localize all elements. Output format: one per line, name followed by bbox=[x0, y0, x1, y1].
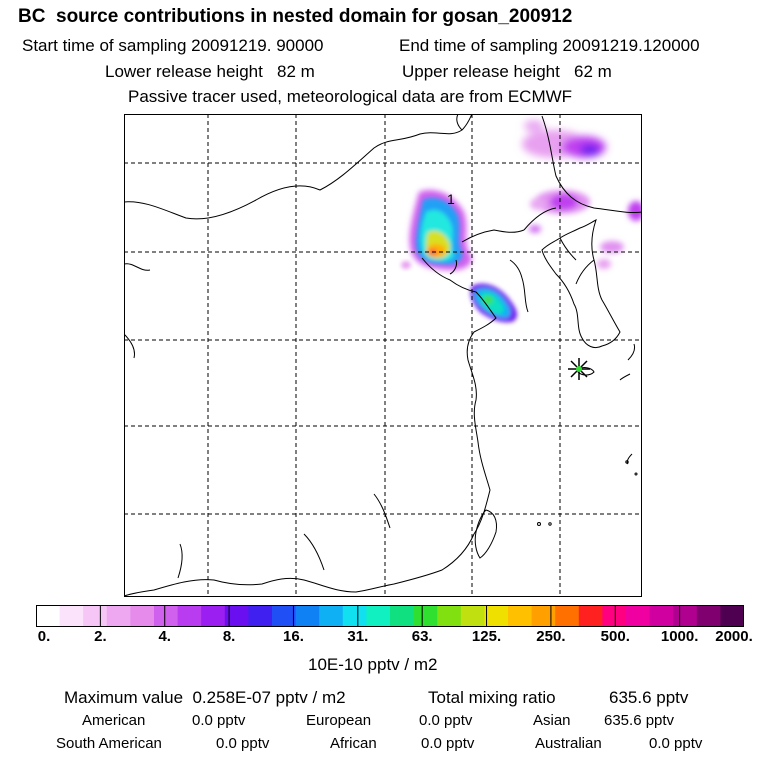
lat-lon-grid bbox=[124, 114, 642, 597]
colorbar-cell bbox=[390, 605, 415, 627]
colorbar-cell bbox=[413, 605, 438, 627]
colorbar-tick-label: 63. bbox=[411, 628, 433, 645]
plume-manchuria bbox=[529, 190, 642, 269]
colorbar-tick-label: 8. bbox=[222, 628, 236, 645]
colorbar-cell bbox=[626, 605, 651, 627]
chart-title: BC source contributions in nested domain… bbox=[18, 6, 573, 27]
south-american-value: 0.0 pptv bbox=[216, 735, 270, 752]
coastlines bbox=[124, 114, 642, 597]
colorbar-cell bbox=[272, 605, 297, 627]
colorbar-svg bbox=[35, 605, 745, 627]
map-svg: 1 bbox=[124, 114, 642, 597]
colorbar-cell bbox=[555, 605, 580, 627]
colorbar-cell bbox=[578, 605, 603, 627]
colorbar-cell bbox=[59, 605, 84, 627]
plume-shandong bbox=[470, 283, 518, 323]
colorbar-cell bbox=[508, 605, 533, 627]
colorbar-cell bbox=[201, 605, 226, 627]
colorbar-cell bbox=[130, 605, 155, 627]
colorbar-cell bbox=[295, 605, 320, 627]
colorbar-cell bbox=[531, 605, 556, 627]
colorbar-cell bbox=[248, 605, 273, 627]
plume-north-korea-top bbox=[522, 120, 606, 158]
end-time-label: End time of sampling 20091219.120000 bbox=[399, 36, 700, 55]
colorbar-tick-label: 2000. bbox=[715, 628, 753, 645]
colorbar-cell bbox=[36, 605, 61, 627]
contour-label: 1 bbox=[447, 191, 455, 207]
european-value: 0.0 pptv bbox=[419, 712, 473, 729]
colorbar-cell bbox=[224, 605, 249, 627]
colorbar-cell bbox=[720, 605, 745, 627]
colorbar-tick-label: 31. bbox=[347, 628, 369, 645]
islands bbox=[537, 460, 638, 526]
colorbar-cell bbox=[83, 605, 108, 627]
colorbar-cell bbox=[342, 605, 367, 627]
colorbar-tick-label: 2. bbox=[94, 628, 107, 645]
south-american-label: South American bbox=[56, 735, 162, 752]
total-mixing-ratio-value: 635.6 pptv bbox=[609, 688, 689, 707]
colorbar-tick-label: 500. bbox=[600, 628, 630, 645]
european-label: European bbox=[306, 712, 372, 729]
map-background bbox=[124, 114, 642, 597]
colorbar-cell bbox=[484, 605, 509, 627]
colorbar-cell bbox=[106, 605, 131, 627]
colorbar-tick-label: 250. bbox=[536, 628, 566, 645]
colorbar bbox=[35, 605, 745, 627]
lower-release-label: Lower release height 82 m bbox=[105, 62, 315, 81]
colorbar-cell bbox=[154, 605, 179, 627]
colorbar-cell bbox=[460, 605, 485, 627]
map-border bbox=[124, 114, 642, 597]
african-label: African bbox=[330, 735, 377, 752]
colorbar-cell bbox=[649, 605, 674, 627]
maximum-value-label: Maximum value 0.258E-07 pptv / m2 bbox=[64, 688, 346, 707]
plume-beijing bbox=[401, 190, 472, 271]
start-time-label: Start time of sampling 20091219. 90000 bbox=[22, 36, 324, 55]
total-mixing-ratio-label: Total mixing ratio bbox=[428, 688, 556, 707]
american-label: American bbox=[82, 712, 146, 729]
american-value: 0.0 pptv bbox=[192, 712, 246, 729]
colorbar-tick-label: 1000. bbox=[660, 628, 699, 645]
colorbar-unit-label: 10E-10 pptv / m2 bbox=[308, 655, 438, 674]
asian-value: 635.6 pptv bbox=[604, 712, 675, 729]
receptor-marker bbox=[568, 358, 590, 380]
african-value: 0.0 pptv bbox=[421, 735, 475, 752]
colorbar-cell bbox=[602, 605, 627, 627]
colorbar-tick-label: 125. bbox=[471, 628, 502, 645]
upper-release-label: Upper release height 62 m bbox=[402, 62, 612, 81]
colorbar-cell bbox=[177, 605, 202, 627]
australian-label: Australian bbox=[535, 735, 602, 752]
colorbar-cell bbox=[319, 605, 344, 627]
asian-label: Asian bbox=[533, 712, 571, 729]
colorbar-tick-label: 4. bbox=[158, 628, 171, 645]
colorbar-tick-label: 0. bbox=[37, 628, 51, 645]
colorbar-cell bbox=[673, 605, 698, 627]
colorbar-tick-label: 16. bbox=[283, 628, 304, 645]
map-panel: 1 bbox=[124, 114, 642, 597]
australian-value: 0.0 pptv bbox=[649, 735, 703, 752]
colorbar-cell bbox=[366, 605, 391, 627]
colorbar-cell bbox=[696, 605, 721, 627]
tracer-info-label: Passive tracer used, meteorological data… bbox=[128, 87, 573, 106]
colorbar-cell bbox=[437, 605, 462, 627]
colorbar-border bbox=[36, 605, 744, 627]
